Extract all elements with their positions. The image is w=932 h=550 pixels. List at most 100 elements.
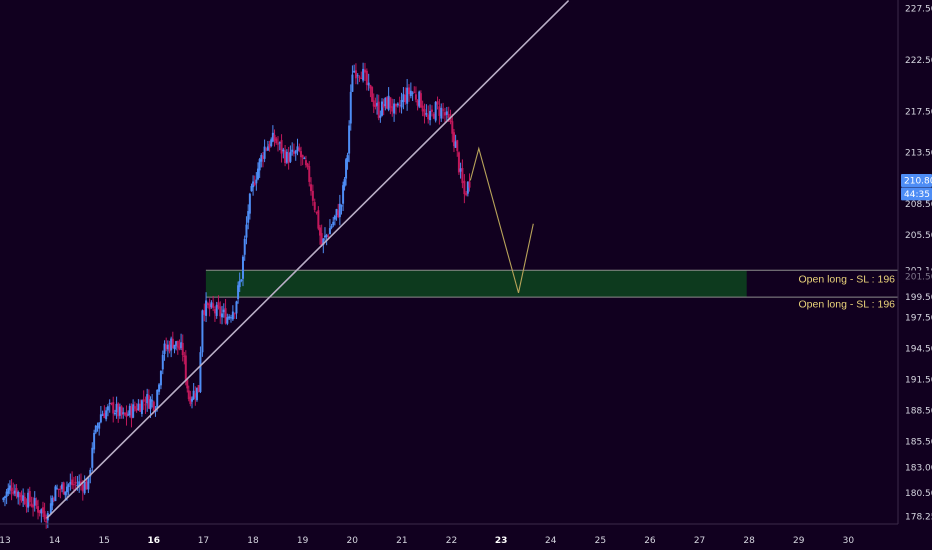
candle-body	[346, 155, 349, 162]
candle-body	[171, 338, 174, 348]
candle-body	[7, 488, 10, 494]
candle-body	[96, 426, 99, 428]
candle-body	[81, 484, 84, 492]
candle-body	[260, 155, 263, 162]
candle-body	[64, 491, 67, 496]
candle-body	[384, 97, 387, 107]
candle-body	[376, 102, 379, 106]
candle-body	[62, 482, 65, 495]
candle-body	[325, 234, 328, 238]
candle-body	[301, 154, 304, 158]
candle-body	[30, 503, 33, 507]
candle-body	[20, 494, 23, 501]
y-tick-label: 188.50	[905, 407, 932, 417]
candle-body	[23, 496, 26, 505]
candle-body	[413, 91, 416, 93]
candle-body	[245, 224, 248, 238]
candle-body	[427, 114, 430, 120]
y-tick-label: 185.50	[905, 437, 932, 447]
candle-body	[266, 146, 269, 151]
candle-body	[226, 317, 229, 324]
candle-body	[170, 338, 173, 351]
y-tick-label: 208.50	[905, 200, 932, 210]
candle-body	[261, 156, 264, 159]
candle-body	[113, 412, 116, 415]
candle-body	[219, 306, 222, 317]
candle-body	[265, 148, 268, 150]
candle-body	[152, 401, 155, 411]
candle-body	[402, 94, 405, 102]
candle-body	[240, 279, 243, 282]
candle-body	[319, 227, 322, 236]
price-level-label: 201.50	[905, 272, 932, 282]
projection-layer	[469, 146, 534, 294]
candle-body	[338, 203, 341, 218]
candle-body	[98, 422, 101, 429]
candle-body	[289, 151, 292, 162]
candle-body	[330, 226, 333, 228]
ascending-trendline[interactable]	[46, 0, 569, 519]
candle-body	[25, 504, 28, 507]
candle-body	[71, 479, 74, 486]
candle-body	[59, 488, 62, 490]
candle-body	[74, 481, 77, 484]
x-tick-label: 18	[247, 536, 259, 546]
candle-body	[374, 104, 377, 107]
price-projection-path[interactable]	[469, 146, 534, 294]
candle-body	[142, 399, 145, 402]
candle-body	[181, 342, 184, 356]
candle-body	[369, 85, 372, 89]
candle-body	[222, 309, 225, 313]
candle-body	[292, 151, 295, 154]
candle-body	[404, 94, 407, 103]
candle-body	[432, 113, 435, 119]
candle-body	[3, 496, 6, 498]
x-tick-label: 25	[595, 536, 606, 546]
candle-body	[342, 185, 345, 204]
price-level-marker	[901, 270, 932, 283]
candle-body	[49, 503, 52, 514]
time-axis: 13 14 15 16 17 18 19 20 21 22 23 24 25 26 27 28 29 30	[0, 536, 854, 546]
candle-body	[147, 395, 150, 409]
trendline-layer	[46, 0, 569, 519]
price-axis: 227.50 222.50 217.50 213.50 208.50 205.50 197.…	[901, 4, 932, 522]
candle-body	[280, 140, 283, 154]
candle-body	[255, 179, 258, 184]
candle-body	[83, 481, 86, 494]
candle-body	[117, 403, 120, 417]
y-tick-label: 180.50	[905, 489, 932, 499]
candle-body	[224, 308, 227, 324]
candle-body	[187, 390, 190, 400]
x-tick-label: 24	[545, 536, 557, 546]
candle-body	[372, 100, 375, 107]
candle-body	[414, 94, 417, 100]
x-tick-label: 21	[396, 536, 407, 546]
candle-body	[5, 491, 8, 497]
candle-body	[442, 109, 445, 111]
candle-body	[438, 106, 441, 116]
candle-body	[360, 78, 363, 80]
candle-body	[303, 157, 306, 160]
candle-body	[243, 238, 246, 255]
candle-body	[105, 410, 108, 420]
candle-body	[436, 101, 439, 105]
support-zone[interactable]	[205, 270, 747, 298]
candle-body	[78, 481, 81, 486]
candle-body	[394, 103, 397, 107]
candle-body	[256, 168, 259, 180]
candle-body	[247, 211, 250, 223]
candle-body	[151, 400, 154, 402]
candle-body	[189, 396, 192, 404]
candle-body	[94, 425, 97, 433]
candle-body	[89, 469, 92, 477]
candle-body	[43, 511, 46, 520]
candle-body	[311, 190, 314, 201]
candle-body	[2, 498, 5, 500]
candle-body	[275, 138, 278, 144]
candle-body	[133, 406, 136, 409]
candle-body	[213, 309, 216, 314]
candle-body	[398, 104, 401, 107]
x-tick-label: 13	[0, 536, 11, 546]
candle-body	[371, 87, 374, 102]
